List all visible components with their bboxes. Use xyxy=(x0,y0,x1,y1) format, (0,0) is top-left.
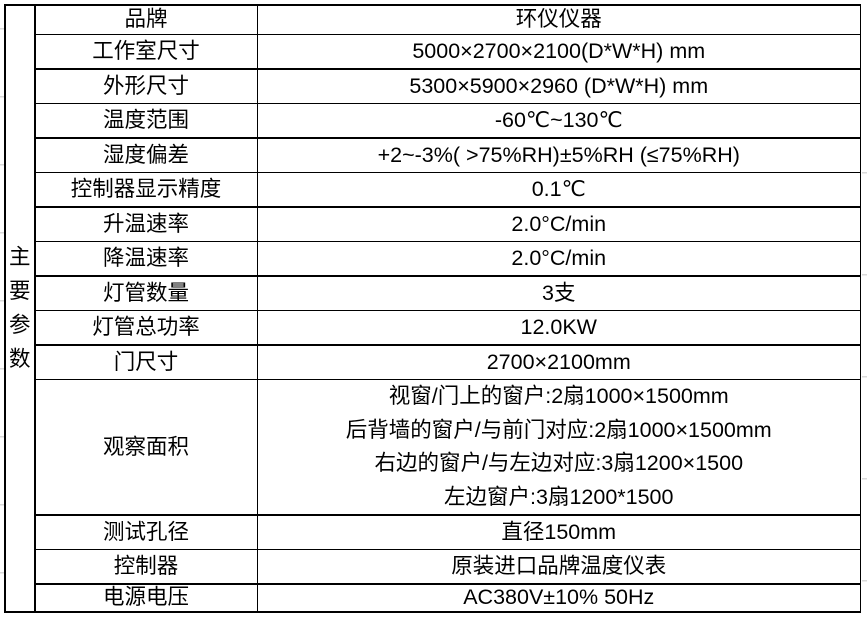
param-value-lamp-total-power[interactable]: 12.0KW xyxy=(258,311,860,344)
param-label-lamp-total-power[interactable]: 灯管总功率 xyxy=(35,311,257,344)
observation-line-4: 左边窗户:3扇1200*1500 xyxy=(444,484,674,509)
param-value-cooling-rate[interactable]: 2.0°C/min xyxy=(258,242,860,275)
param-label-humidity-deviation[interactable]: 湿度偏差 xyxy=(35,138,257,172)
param-value-brand[interactable]: 环仪仪器 xyxy=(258,5,860,34)
observation-line-2: 后背墙的窗户/与前门对应:2扇1000×1500mm xyxy=(345,417,772,442)
param-label-chamber-size[interactable]: 工作室尺寸 xyxy=(35,35,257,68)
param-value-humidity-deviation[interactable]: +2~-3%( >75%RH)±5%RH (≤75%RH) xyxy=(258,138,860,172)
param-label-door-size[interactable]: 门尺寸 xyxy=(35,345,257,379)
param-value-door-size[interactable]: 2700×2100mm xyxy=(258,345,860,379)
param-label-heating-rate[interactable]: 升温速率 xyxy=(35,207,257,241)
param-value-temperature-range[interactable]: -60℃~130℃ xyxy=(258,104,860,137)
left-margin-gridline-ticks xyxy=(0,0,4,618)
param-label-temperature-range[interactable]: 温度范围 xyxy=(35,104,257,137)
param-value-overall-size[interactable]: 5300×5900×2960 (D*W*H) mm xyxy=(258,69,860,103)
param-value-test-hole-diameter[interactable]: 直径150mm xyxy=(258,515,860,549)
param-label-display-accuracy[interactable]: 控制器显示精度 xyxy=(35,173,257,206)
param-value-heating-rate[interactable]: 2.0°C/min xyxy=(258,207,860,241)
spec-table: 主要参数 品牌 环仪仪器 工作室尺寸 5000×2700×2100(D*W*H)… xyxy=(4,4,861,613)
row-group-header-cell[interactable]: 主要参数 xyxy=(5,5,34,611)
param-label-lamp-count[interactable]: 灯管数量 xyxy=(35,276,257,310)
param-label-controller[interactable]: 控制器 xyxy=(35,550,257,583)
param-value-power-supply[interactable]: AC380V±10% 50Hz xyxy=(258,584,860,611)
observation-line-3: 右边的窗户/与左边对应:3扇1200×1500 xyxy=(374,451,744,475)
param-label-cooling-rate[interactable]: 降温速率 xyxy=(35,242,257,275)
row-group-header-text: 主要参数 xyxy=(8,245,31,372)
right-margin-gridline-ticks xyxy=(862,102,867,602)
param-value-controller[interactable]: 原装进口品牌温度仪表 xyxy=(258,550,860,583)
param-value-observation-area[interactable]: 视窗/门上的窗户:2扇1000×1500mm 后背墙的窗户/与前门对应:2扇10… xyxy=(258,380,860,514)
param-label-overall-size[interactable]: 外形尺寸 xyxy=(35,69,257,103)
param-label-observation-area[interactable]: 观察面积 xyxy=(35,380,257,514)
param-label-test-hole-diameter[interactable]: 测试孔径 xyxy=(35,515,257,549)
param-label-power-supply[interactable]: 电源电压 xyxy=(35,584,257,611)
param-value-display-accuracy[interactable]: 0.1℃ xyxy=(258,173,860,206)
param-value-lamp-count[interactable]: 3支 xyxy=(258,276,860,310)
param-value-chamber-size[interactable]: 5000×2700×2100(D*W*H) mm xyxy=(258,35,860,68)
param-label-brand[interactable]: 品牌 xyxy=(35,5,257,34)
observation-line-1: 视窗/门上的窗户:2扇1000×1500mm xyxy=(388,384,729,408)
